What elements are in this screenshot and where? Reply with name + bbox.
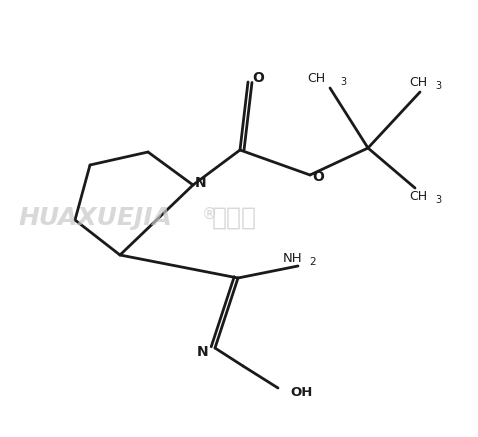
Text: NH: NH xyxy=(283,252,303,264)
Text: CH: CH xyxy=(409,191,427,204)
Text: CH: CH xyxy=(409,76,427,90)
Text: 3: 3 xyxy=(340,77,346,87)
Text: 3: 3 xyxy=(435,195,441,205)
Text: O: O xyxy=(252,71,264,85)
Text: OH: OH xyxy=(290,385,313,399)
Text: 化学加: 化学加 xyxy=(212,206,257,230)
Text: O: O xyxy=(312,170,324,184)
Text: 2: 2 xyxy=(309,257,315,267)
Text: N: N xyxy=(195,176,207,190)
Text: CH: CH xyxy=(307,73,325,86)
Text: 3: 3 xyxy=(435,81,441,91)
Text: N: N xyxy=(197,345,209,359)
Text: HUAXUEJIA: HUAXUEJIA xyxy=(18,206,172,230)
Text: ®: ® xyxy=(202,207,217,222)
